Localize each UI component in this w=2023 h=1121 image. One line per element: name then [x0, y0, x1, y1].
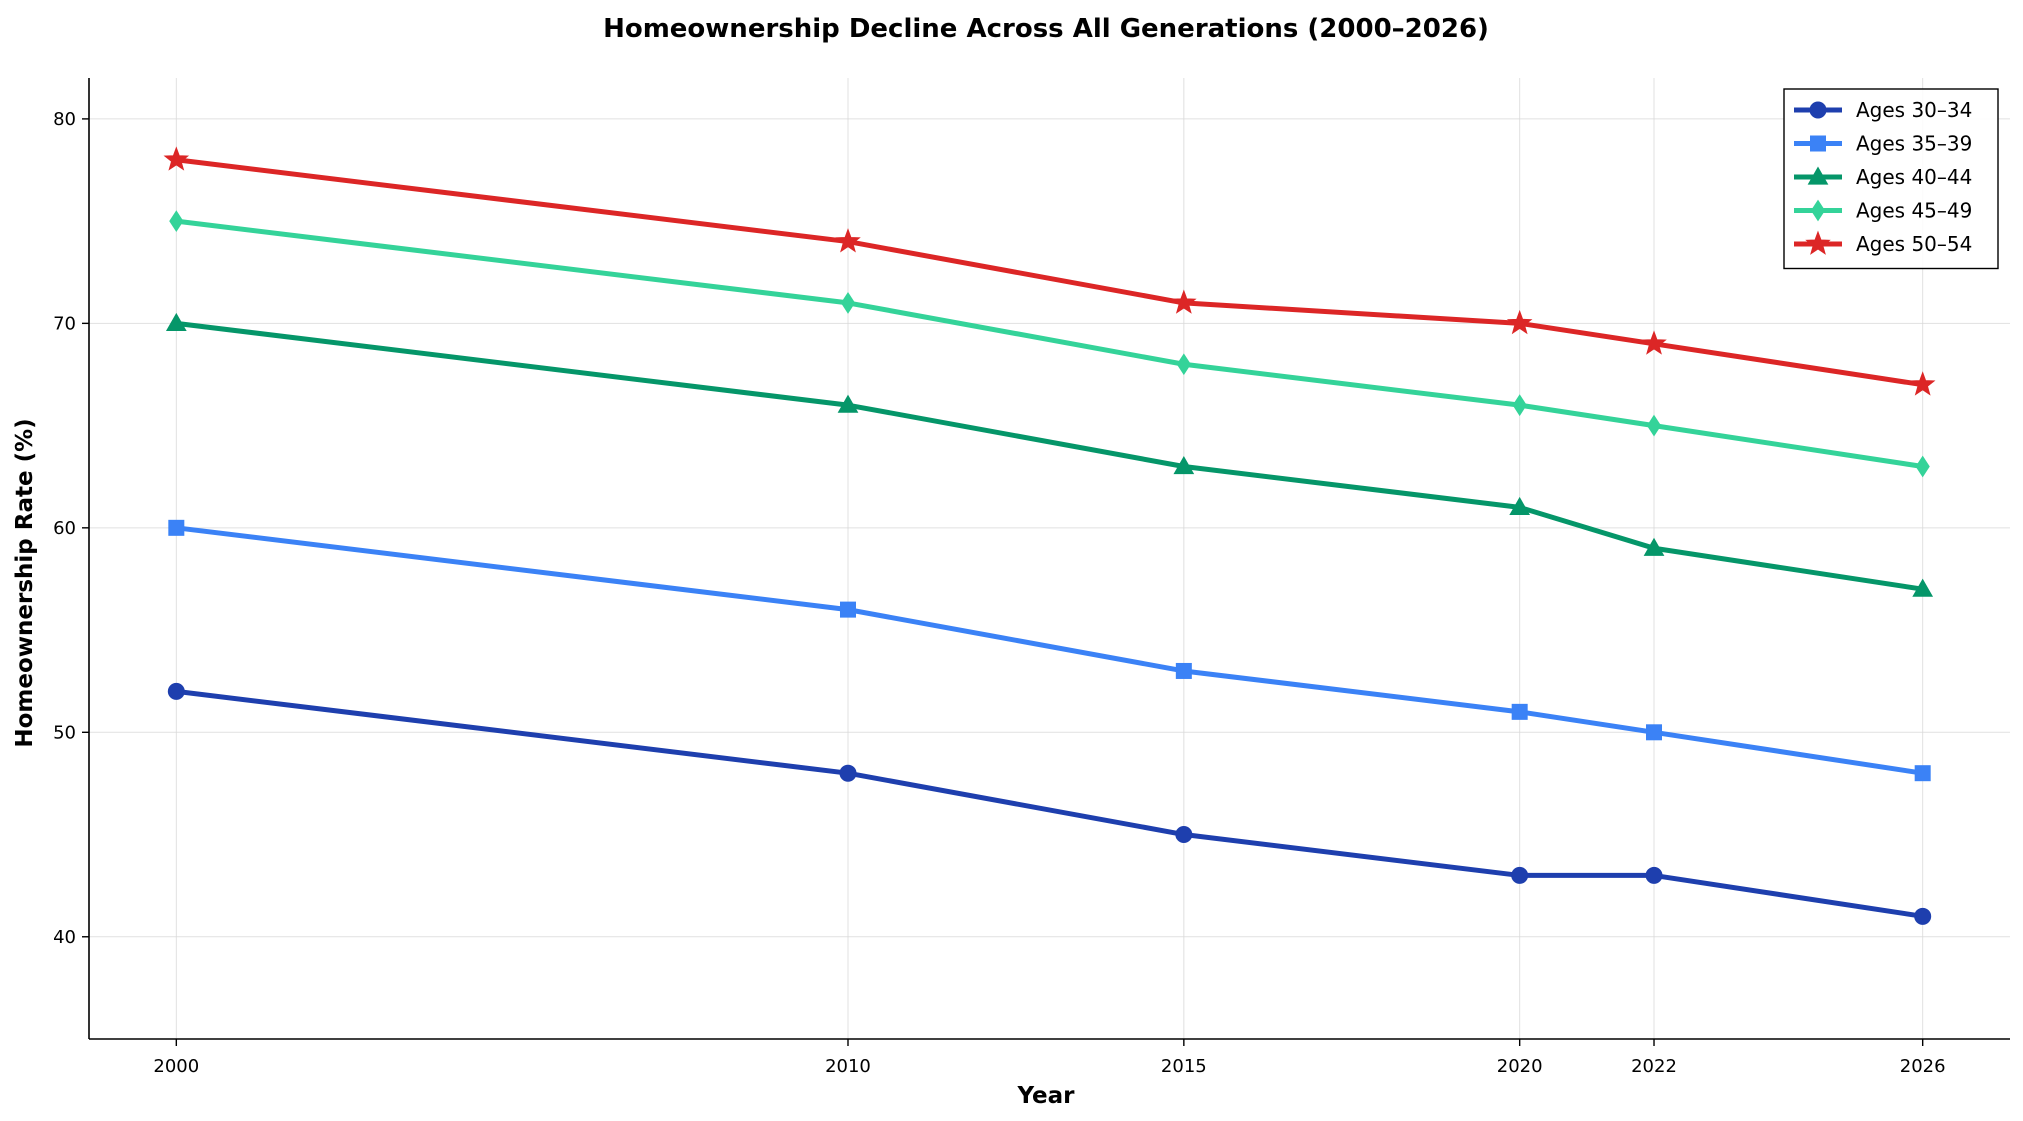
legend-entry: Ages 40–44 — [1794, 165, 1972, 189]
y-tick-label: 60 — [53, 518, 76, 539]
data-point — [163, 146, 190, 171]
series-line — [173, 525, 1926, 776]
data-point — [168, 519, 185, 536]
legend-label: Ages 40–44 — [1856, 165, 1972, 189]
x-tick-label: 2000 — [153, 1056, 199, 1077]
data-point — [1506, 309, 1533, 335]
legend-entry: Ages 50–54 — [1794, 230, 1972, 256]
x-tick-label: 2022 — [1631, 1056, 1677, 1077]
y-axis-label: Homeownership Rate (%) — [12, 418, 38, 747]
y-tick-label: 70 — [53, 313, 76, 334]
legend-entry: Ages 35–39 — [1794, 132, 1972, 156]
data-point — [1909, 371, 1936, 396]
axes — [82, 78, 2010, 1046]
data-point — [837, 394, 859, 413]
data-point — [1915, 455, 1930, 478]
data-point — [1646, 724, 1663, 741]
data-point — [1646, 414, 1662, 437]
data-point — [1645, 866, 1663, 884]
series-2 — [168, 519, 1931, 782]
data-point — [1171, 289, 1197, 314]
chart-title: Homeownership Decline Across All Generat… — [603, 14, 1489, 44]
series-4 — [169, 210, 1930, 478]
legend-label: Ages 35–39 — [1856, 132, 1972, 156]
x-tick-label: 2010 — [825, 1056, 871, 1077]
data-point — [1912, 578, 1934, 597]
data-point — [1176, 353, 1191, 376]
data-point — [1175, 826, 1193, 844]
series-line — [173, 688, 1926, 919]
series-1 — [167, 682, 1932, 925]
x-axis-label: Year — [1016, 1083, 1075, 1109]
data-point — [835, 228, 861, 253]
series-line — [173, 320, 1926, 592]
data-point — [1509, 496, 1531, 516]
data-point — [1511, 703, 1528, 720]
y-tick-label: 50 — [53, 722, 76, 743]
x-tick-label: 2026 — [1900, 1056, 1946, 1077]
legend-entry: Ages 30–34 — [1794, 98, 1972, 122]
data-point — [1914, 907, 1932, 925]
legend-label: Ages 50–54 — [1856, 232, 1972, 256]
series-line — [173, 218, 1926, 469]
data-point — [169, 210, 184, 233]
legend-marker — [1805, 230, 1831, 255]
data-point — [1173, 455, 1195, 475]
legend-marker — [1810, 135, 1826, 152]
x-tick-label: 2015 — [1161, 1056, 1207, 1077]
data-point — [1512, 394, 1527, 417]
legend-label: Ages 30–34 — [1856, 98, 1972, 122]
legend: Ages 30–34 Ages 35–39 Ages 40–44 Ages 45–49… — [1783, 88, 1999, 270]
legend-label: Ages 45–49 — [1856, 199, 1972, 223]
legend-marker — [1810, 199, 1826, 222]
legend-entry: Ages 45–49 — [1794, 199, 1972, 223]
data-point — [167, 682, 185, 700]
data-point — [1511, 866, 1529, 884]
y-tick-label: 80 — [53, 109, 76, 130]
legend-marker — [1809, 101, 1827, 119]
data-point — [1914, 765, 1931, 782]
series-layer — [163, 146, 1936, 925]
data-point — [165, 312, 187, 331]
series-3 — [165, 312, 1934, 597]
data-point — [1641, 330, 1667, 355]
x-tick-label: 2020 — [1497, 1056, 1543, 1077]
data-point — [839, 764, 857, 782]
data-point — [839, 601, 856, 618]
series-line — [173, 157, 1926, 388]
y-tick-label: 40 — [53, 927, 76, 948]
data-point — [1175, 662, 1192, 679]
data-point — [1643, 537, 1665, 556]
data-point — [840, 291, 856, 314]
series-5 — [163, 146, 1936, 396]
legend-marker — [1807, 166, 1829, 185]
tick-labels: 2000 2010 2015 2020 2022 2026 40 50 60 70 80 — [53, 109, 1945, 1077]
